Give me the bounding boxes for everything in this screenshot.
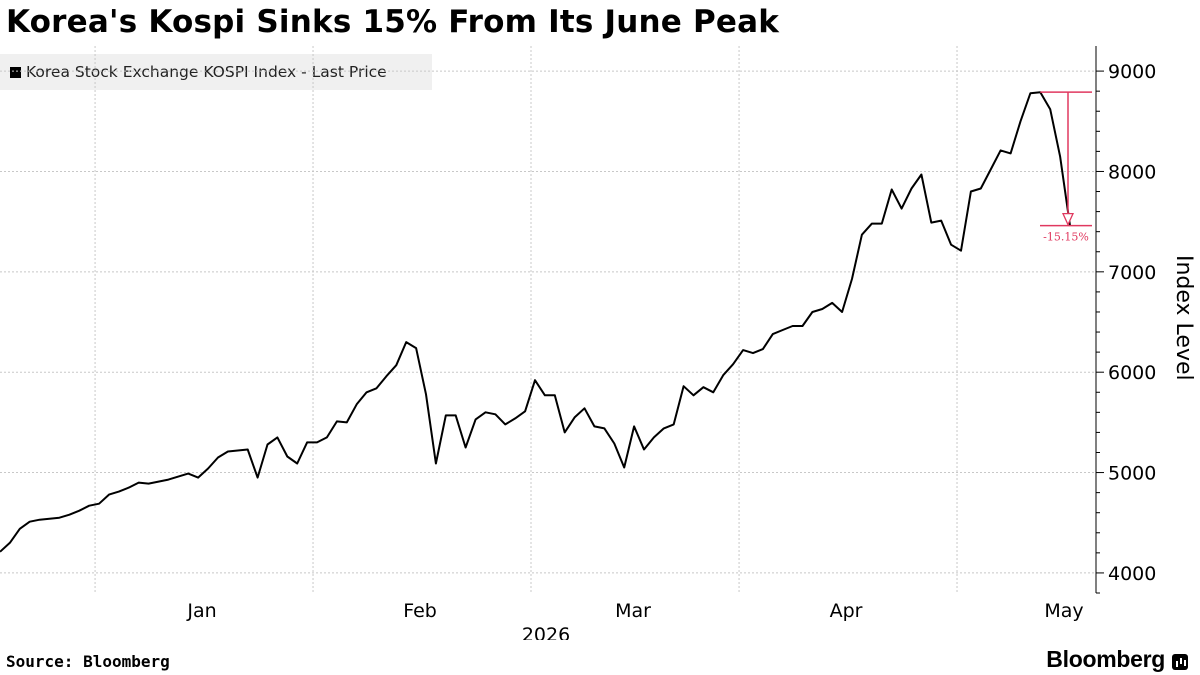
x-tick-label: May	[1044, 600, 1083, 622]
brand-name: Bloomberg	[1046, 646, 1165, 672]
x-tick-label: Jan	[186, 600, 216, 622]
y-tick-label: 6000	[1108, 362, 1156, 384]
y-tick-label: 5000	[1108, 463, 1156, 485]
chart-title: Korea's Kospi Sinks 15% From Its June Pe…	[6, 4, 780, 40]
x-tick-label: Apr	[830, 600, 863, 622]
y-tick-label: 8000	[1108, 161, 1156, 183]
y-tick-label: 4000	[1108, 563, 1156, 585]
bar-chart-icon	[1172, 653, 1188, 670]
legend: Korea Stock Exchange KOSPI Index - Last …	[0, 54, 432, 90]
series-line	[0, 91, 1071, 553]
source-note: Source: Bloomberg	[6, 652, 170, 671]
drawdown-label: -15.15%	[1043, 231, 1089, 244]
y-tick-label: 9000	[1108, 61, 1156, 83]
drawdown-arrowhead	[1061, 213, 1075, 227]
x-tick-label: Feb	[403, 600, 437, 622]
y-axis-label: Index Level	[1171, 255, 1196, 381]
legend-label: Korea Stock Exchange KOSPI Index - Last …	[26, 63, 387, 81]
brand-logo: Bloomberg	[1046, 646, 1188, 673]
legend-swatch	[10, 66, 21, 78]
line-chart: 4000 5000 6000 7000 8000 9000 Index Level Jan Fe…	[0, 46, 1196, 640]
x-year-label: 2026	[522, 624, 570, 640]
x-tick-label: Mar	[615, 600, 651, 622]
y-tick-label: 7000	[1108, 262, 1156, 284]
